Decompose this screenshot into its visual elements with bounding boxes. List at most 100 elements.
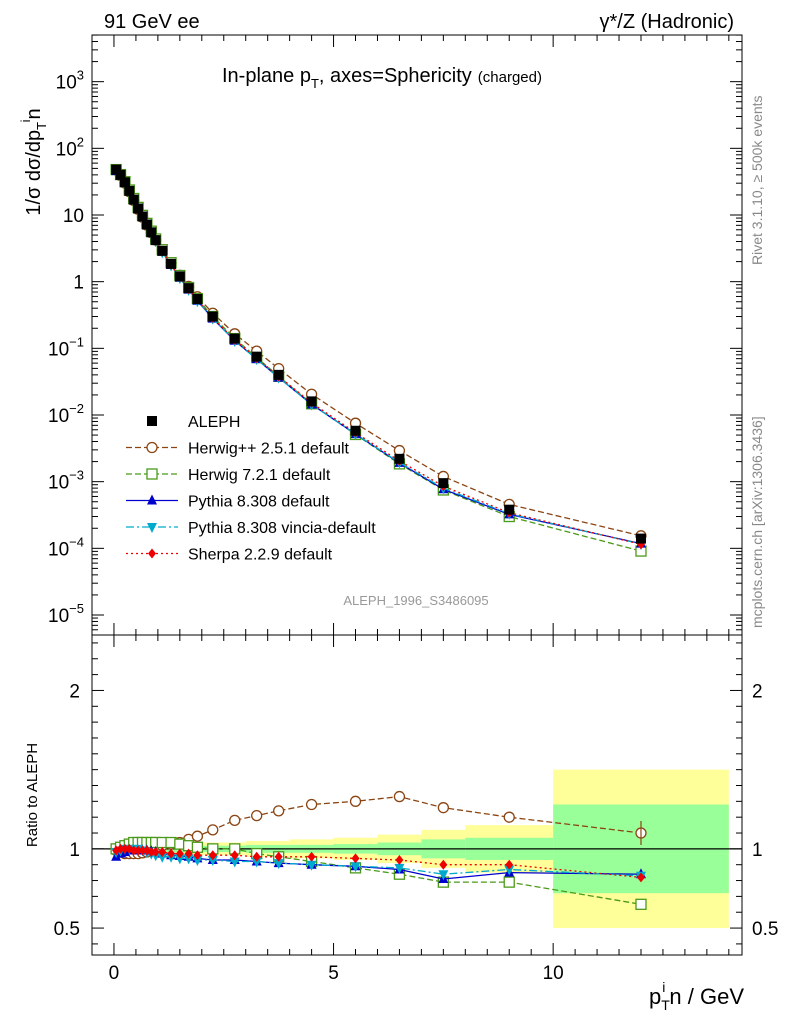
legend-label-4: Sherpa 2.2.9 default	[188, 547, 333, 564]
mcplots-label: mcplots.cern.ch [arXiv:1306.3436]	[749, 416, 765, 628]
ratio-point-4	[129, 845, 138, 856]
ratio-point-4	[351, 853, 360, 864]
ratio-point-3	[306, 860, 317, 871]
ratio-point-0	[229, 814, 241, 826]
ratio-point-3	[350, 862, 361, 873]
ratio-point-1	[503, 876, 515, 888]
ratio-point-4	[158, 847, 167, 858]
series-line-3	[115, 169, 642, 545]
data-point	[119, 177, 130, 188]
y-tick-label: 10−2	[48, 401, 84, 427]
ratio-point-4	[134, 845, 143, 856]
ratio-point-4	[120, 843, 129, 854]
ratio-point-4	[208, 850, 217, 861]
y-tick-label: 102	[56, 134, 84, 160]
ratio-point-3	[504, 865, 515, 876]
legend-marker-data	[147, 416, 157, 426]
y-tick-label-exp: 3	[77, 68, 84, 83]
ratio-point-4	[252, 851, 261, 862]
y-tick-label: 10	[63, 206, 84, 227]
ratio-point-0	[393, 790, 406, 803]
ratio-point-4	[175, 848, 184, 859]
y-axis-label-sub: T	[34, 122, 49, 130]
ratio-point-0	[349, 795, 362, 807]
ratio-point-0	[273, 805, 285, 817]
legend-marker-4	[148, 548, 156, 559]
ratio-point-4	[636, 872, 645, 883]
y-tick-label-exp: −5	[69, 601, 84, 616]
legend-marker-2	[147, 494, 157, 505]
x-axis-label: pTi n / GeV	[649, 979, 744, 1013]
legend-label-2: Pythia 8.308 default	[188, 494, 330, 511]
ratio-point-3	[273, 859, 284, 870]
x-axis-label-sup: i	[662, 979, 665, 995]
ratio-y-tick-label-right: 0.5	[752, 919, 778, 940]
y-tick-label: 103	[56, 68, 84, 94]
ratio-point-4	[439, 859, 448, 870]
data-point	[251, 351, 262, 362]
x-axis-label-p: p	[649, 984, 661, 1009]
plot-title-sub: T	[311, 76, 319, 91]
legend: ALEPH Herwig++ 2.5.1 default Herwig 7.2.1 …	[126, 414, 376, 564]
plot-title-main: In-plane p	[222, 65, 311, 87]
data-point	[115, 169, 126, 180]
data-point	[183, 283, 194, 294]
y-tick-label-base: 10	[48, 606, 69, 627]
ratio-y-tick-label: 2	[69, 681, 80, 702]
legend-label-1: Herwig 7.2.1 default	[188, 467, 331, 484]
x-tick-label: 5	[328, 963, 339, 984]
x-tick-label: 10	[543, 963, 564, 984]
y-tick-label-exp: −3	[69, 468, 84, 483]
ratio-point-4	[167, 848, 176, 859]
y-axis-label-rest: n	[23, 108, 45, 119]
ratio-y-tick-label: 0.5	[54, 919, 80, 940]
y-tick-label-base: 10	[56, 139, 77, 160]
y-tick-label-base: 10	[48, 473, 69, 494]
ratio-point-4	[184, 848, 193, 859]
ratio-point-4	[151, 847, 160, 858]
y-axis-label-main: 1/σ dσ/dp	[23, 130, 45, 216]
y-tick-label-base: 10	[56, 73, 77, 94]
ratio-frame	[91, 634, 743, 956]
ratio-point-3	[207, 855, 218, 866]
ratio-point-4	[116, 843, 125, 854]
ratio-axes: 0 5 10 0.5 0.5 1 1 2 2	[54, 635, 778, 984]
legend-marker-0	[146, 441, 158, 454]
y-tick-label-base: 10	[48, 406, 69, 427]
data-point	[128, 194, 139, 205]
ratio-point-4	[274, 851, 283, 862]
y-tick-label-base: 10	[48, 339, 69, 360]
x-axis-label-rest: n / GeV	[669, 984, 744, 1009]
legend-marker-1	[146, 468, 158, 480]
main-plot-area	[110, 163, 647, 557]
plot-title-small: (charged)	[478, 69, 542, 86]
ratio-point-4	[138, 845, 147, 856]
data-point	[124, 185, 135, 196]
y-tick-label: 10−5	[48, 601, 84, 627]
ratio-point-3	[251, 857, 262, 868]
rivet-label: Rivet 3.1.10, ≥ 500k events	[749, 95, 765, 265]
ratio-point-3	[229, 857, 240, 868]
data-point	[438, 478, 449, 489]
data-point	[166, 258, 177, 269]
legend-label-3: Pythia 8.308 vincia-default	[188, 520, 376, 537]
process-label: γ*/Z (Hadronic)	[600, 11, 734, 33]
data-point	[157, 245, 168, 256]
ratio-point-0	[207, 824, 219, 836]
x-tick-label: 0	[109, 963, 120, 984]
plot-title: In-plane pT, axes=Sphericity (charged)	[222, 65, 542, 91]
ratio-point-0	[305, 798, 318, 811]
y-axis-label-sup: i	[18, 119, 33, 122]
ratio-point-0	[503, 811, 515, 823]
y-tick-label-exp: −1	[69, 334, 84, 349]
data-point	[192, 293, 203, 304]
ratio-point-4	[307, 851, 316, 862]
y-tick-label-exp: −4	[69, 534, 84, 549]
ratio-point-1	[635, 898, 647, 910]
y-tick-label-base: 10	[48, 539, 69, 560]
ratio-point-3	[394, 863, 405, 874]
y-axis-label: 1/σ dσ/dpTin	[18, 108, 49, 215]
